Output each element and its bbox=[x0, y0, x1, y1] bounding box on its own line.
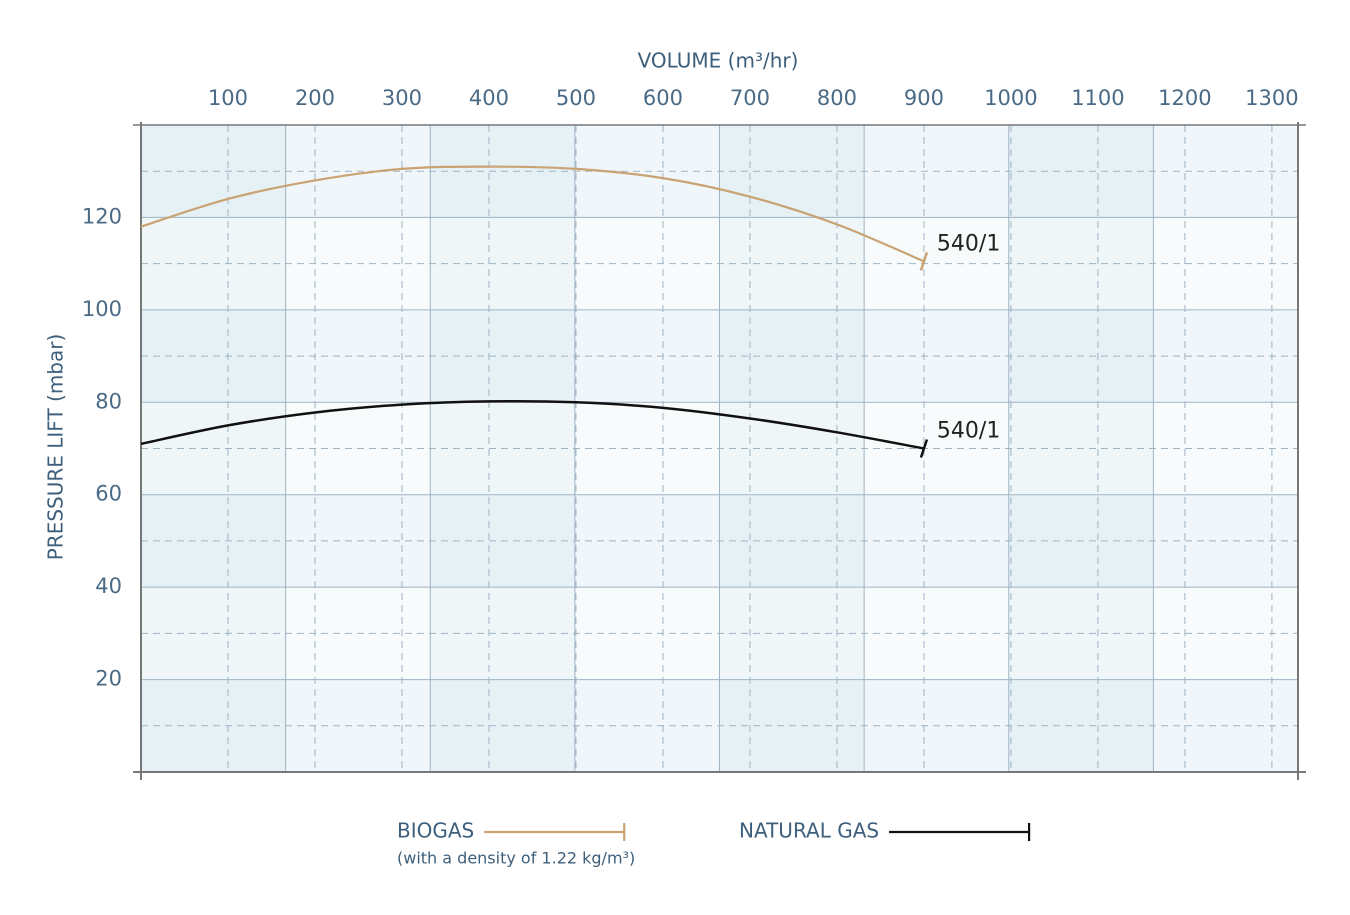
end-cap bbox=[919, 251, 929, 271]
y-tick-label: 120 bbox=[82, 204, 122, 228]
series-label: 540/1 bbox=[937, 231, 1000, 256]
x-tick-label: 600 bbox=[643, 86, 683, 110]
series-line bbox=[140, 399, 925, 450]
x-tick-label: 1000 bbox=[984, 86, 1037, 110]
x-tick-label: 100 bbox=[208, 86, 248, 110]
series-label: 540/1 bbox=[937, 419, 1000, 444]
x-tick-label: 700 bbox=[730, 86, 770, 110]
x-tick-label: 1100 bbox=[1071, 86, 1124, 110]
legend-note: (with a density of 1.22 kg/m³) bbox=[397, 849, 635, 868]
x-tick-label: 200 bbox=[295, 86, 335, 110]
y-tick-label: 100 bbox=[82, 297, 122, 321]
series-line bbox=[140, 165, 925, 263]
x-tick-label: 300 bbox=[382, 86, 422, 110]
x-tick-label: 400 bbox=[469, 86, 509, 110]
x-tick-label: 1300 bbox=[1245, 86, 1298, 110]
legend-label: NATURAL GAS bbox=[739, 819, 879, 843]
y-axis-label: PRESSURE LIFT (mbar) bbox=[44, 334, 68, 561]
x-tick-label: 800 bbox=[817, 86, 857, 110]
end-cap bbox=[919, 439, 929, 458]
legend-label: BIOGAS bbox=[397, 819, 474, 843]
y-tick-label: 60 bbox=[95, 482, 122, 506]
x-axis-label: VOLUME (m³/hr) bbox=[638, 49, 799, 73]
y-tick-label: 20 bbox=[95, 667, 122, 691]
y-tick-label: 40 bbox=[95, 574, 122, 598]
x-tick-label: 1200 bbox=[1158, 86, 1211, 110]
y-tick-label: 80 bbox=[95, 389, 122, 413]
x-tick-label: 500 bbox=[556, 86, 596, 110]
x-tick-label: 900 bbox=[904, 86, 944, 110]
